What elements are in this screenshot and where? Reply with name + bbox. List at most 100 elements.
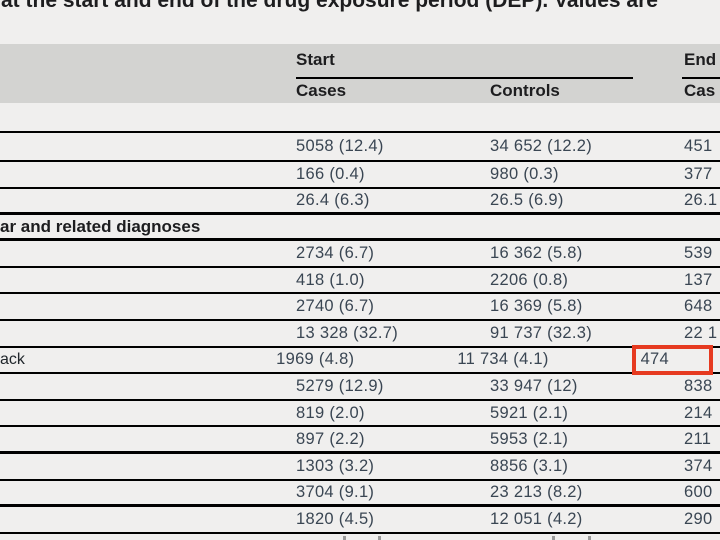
table-caption-fragment: at the start and end of the drug exposur… [1, 0, 658, 12]
start-cases-value-text: 3704 (9.1) [296, 482, 375, 501]
clipped-bottom-row-mark [343, 536, 346, 540]
end-cases-value: 838 [674, 377, 720, 396]
end-cases-value: 137 [674, 271, 720, 290]
start-cases-value: 897 (2.2) [286, 430, 480, 449]
end-cases-value: 214 [674, 404, 720, 423]
end-cases-value: 26.1 [674, 191, 720, 210]
start-controls-value: 5921 (2.1) [480, 404, 674, 423]
start-cases-value: 1303 (3.2) [286, 457, 480, 476]
end-cases-value-text: 211 [684, 429, 712, 448]
start-controls-value: 5953 (2.1) [480, 430, 674, 449]
end-cases-value-text: 290 [684, 509, 713, 528]
start-controls-value: 26.5 (6.9) [480, 191, 674, 210]
table-row: 819 (2.0) 5921 (2.1) 214 [0, 401, 720, 428]
start-cases-value-text: 1303 (3.2) [296, 456, 375, 475]
start-controls-value-text: 16 369 (5.8) [490, 297, 583, 316]
start-controls-value: 16 369 (5.8) [480, 297, 674, 316]
start-cases-value-text: 897 (2.2) [296, 429, 365, 448]
highlighted-value: 474 [631, 345, 713, 376]
table-row: 3704 (9.1) 23 213 (8.2) 600 [0, 481, 720, 508]
column-header-start-controls: Controls [490, 81, 560, 100]
table-row: ack 1969 (4.8) 11 734 (4.1) 474 [0, 345, 720, 376]
end-cases-value-text: 374 [684, 456, 713, 475]
column-header-start-cases: Cases [296, 81, 347, 100]
section-header-label: ar and related diagnoses [0, 216, 201, 236]
start-cases-value-text: 1969 (4.8) [276, 350, 355, 369]
start-controls-value-text: 5953 (2.1) [490, 429, 569, 448]
start-cases-value: 3704 (9.1) [286, 483, 480, 502]
clipped-bottom-row-mark [378, 536, 381, 540]
start-cases-value-text: 26.4 (6.3) [296, 190, 370, 209]
end-cases-value: 600 [674, 483, 720, 502]
start-controls-value: 11 734 (4.1) [447, 350, 628, 369]
start-controls-value-text: 12 051 (4.2) [490, 509, 583, 528]
end-cases-value-text: 838 [684, 376, 713, 395]
start-controls-value: 2206 (0.8) [480, 271, 674, 290]
start-cases-value-text: 1820 (4.5) [296, 509, 375, 528]
start-controls-value: 8856 (3.1) [480, 457, 674, 476]
start-cases-value-text: 819 (2.0) [296, 403, 365, 422]
end-cases-value: 451 [674, 137, 720, 156]
start-controls-value: 33 947 (12) [480, 377, 674, 396]
row-label: ack [0, 351, 266, 369]
end-cases-value: 22 1 [674, 324, 720, 343]
start-cases-value: 2734 (6.7) [286, 244, 480, 263]
start-controls-value: 34 652 (12.2) [480, 137, 674, 156]
table-header: Start Cases Controls End Cas [0, 44, 720, 103]
start-controls-value-text: 11 734 (4.1) [457, 350, 549, 369]
clipped-bottom-row-mark [588, 536, 591, 540]
start-cases-value: 166 (0.4) [286, 165, 480, 184]
start-cases-value-text: 166 (0.4) [296, 164, 365, 183]
start-cases-value: 1969 (4.8) [266, 350, 447, 369]
start-cases-value: 819 (2.0) [286, 404, 480, 423]
start-controls-value-text: 91 737 (32.3) [490, 323, 593, 342]
table-body: 5058 (12.4) 34 652 (12.2) 451 166 (0.4) 980 … [0, 131, 720, 534]
start-controls-value-text: 23 213 (8.2) [490, 482, 583, 501]
table-row: 1820 (4.5) 12 051 (4.2) 290 [0, 507, 720, 534]
start-controls-value-text: 2206 (0.8) [490, 270, 569, 289]
start-controls-value-text: 5921 (2.1) [490, 403, 569, 422]
end-cases-value: 377 [674, 165, 720, 184]
end-cases-value-text: 451 [684, 137, 713, 155]
start-cases-value-text: 5279 (12.9) [296, 376, 384, 395]
start-cases-value: 1820 (4.5) [286, 510, 480, 529]
column-header-end-cases: Cas [684, 81, 716, 100]
end-cases-value: 539 [674, 244, 720, 263]
end-cases-value-text: 22 1 [684, 323, 718, 342]
end-cases-value: 290 [674, 510, 720, 529]
start-group-underline [296, 77, 633, 79]
end-cases-value: 211 [674, 430, 720, 449]
table-row: 418 (1.0) 2206 (0.8) 137 [0, 268, 720, 295]
table-row: 26.4 (6.3) 26.5 (6.9) 26.1 [0, 189, 720, 216]
start-cases-value-text: 13 328 (32.7) [296, 323, 399, 342]
table-row: 166 (0.4) 980 (0.3) 377 [0, 162, 720, 189]
start-controls-value: 91 737 (32.3) [480, 324, 674, 343]
table-row: 2734 (6.7) 16 362 (5.8) 539 [0, 241, 720, 268]
start-cases-value: 5279 (12.9) [286, 377, 480, 396]
end-cases-value-text: 539 [684, 243, 713, 262]
start-controls-value: 23 213 (8.2) [480, 483, 674, 502]
start-cases-value: 2740 (6.7) [286, 297, 480, 316]
table-row: 5058 (12.4) 34 652 (12.2) 451 [0, 131, 720, 162]
end-cases-value-text: 600 [684, 482, 713, 501]
start-cases-value: 5058 (12.4) [286, 137, 480, 156]
clipped-bottom-row-mark [552, 536, 555, 540]
start-cases-value: 13 328 (32.7) [286, 324, 480, 343]
start-controls-value-text: 8856 (3.1) [490, 456, 569, 475]
end-cases-value: 474 [629, 345, 720, 376]
column-group-end: End [684, 50, 717, 69]
start-controls-value-text: 16 362 (5.8) [490, 243, 583, 262]
start-cases-value: 26.4 (6.3) [286, 191, 480, 210]
start-controls-value-text: 33 947 (12) [490, 376, 578, 395]
start-cases-value-text: 2734 (6.7) [296, 243, 375, 262]
start-controls-value: 980 (0.3) [480, 165, 674, 184]
table-row: 2740 (6.7) 16 369 (5.8) 648 [0, 294, 720, 321]
end-group-underline [682, 77, 720, 79]
end-cases-value: 374 [674, 457, 720, 476]
end-cases-value-text: 26.1 [684, 190, 718, 209]
start-controls-value: 12 051 (4.2) [480, 510, 674, 529]
section-header-row: ar and related diagnoses [0, 215, 720, 242]
table-row: 1303 (3.2) 8856 (3.1) 374 [0, 454, 720, 481]
start-cases-value-text: 5058 (12.4) [296, 137, 384, 155]
